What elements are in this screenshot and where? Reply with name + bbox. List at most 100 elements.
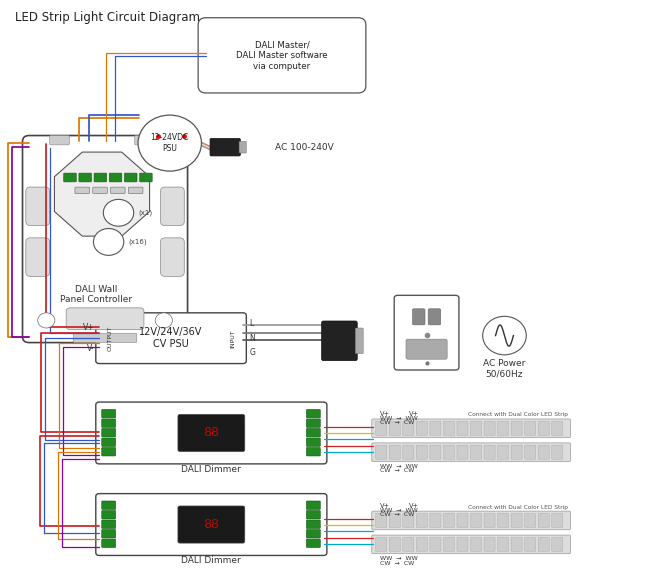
FancyBboxPatch shape <box>111 187 125 193</box>
FancyBboxPatch shape <box>372 511 570 530</box>
Text: V+: V+ <box>83 323 95 332</box>
FancyBboxPatch shape <box>552 421 563 435</box>
FancyBboxPatch shape <box>95 313 247 363</box>
FancyBboxPatch shape <box>403 445 414 459</box>
FancyBboxPatch shape <box>101 530 115 538</box>
FancyBboxPatch shape <box>26 187 50 226</box>
Text: L: L <box>250 319 254 328</box>
FancyBboxPatch shape <box>306 530 320 538</box>
FancyBboxPatch shape <box>524 445 536 459</box>
FancyBboxPatch shape <box>444 445 454 459</box>
FancyBboxPatch shape <box>430 537 441 551</box>
FancyBboxPatch shape <box>403 537 414 551</box>
FancyBboxPatch shape <box>444 421 454 435</box>
Text: V-: V- <box>87 344 95 353</box>
FancyBboxPatch shape <box>101 510 115 519</box>
FancyBboxPatch shape <box>412 309 425 325</box>
FancyBboxPatch shape <box>306 419 320 427</box>
FancyBboxPatch shape <box>101 428 115 437</box>
Text: INPUT: INPUT <box>230 329 235 347</box>
FancyBboxPatch shape <box>416 421 428 435</box>
FancyBboxPatch shape <box>389 445 400 459</box>
FancyBboxPatch shape <box>372 443 570 462</box>
FancyBboxPatch shape <box>178 414 245 452</box>
FancyBboxPatch shape <box>50 135 70 145</box>
FancyBboxPatch shape <box>538 445 549 459</box>
FancyBboxPatch shape <box>416 445 428 459</box>
FancyBboxPatch shape <box>101 520 115 529</box>
FancyBboxPatch shape <box>376 445 387 459</box>
FancyBboxPatch shape <box>538 421 549 435</box>
Text: CW  →  CW: CW → CW <box>380 512 414 517</box>
Circle shape <box>483 316 526 355</box>
FancyBboxPatch shape <box>389 421 400 435</box>
FancyBboxPatch shape <box>372 535 570 554</box>
FancyBboxPatch shape <box>524 421 536 435</box>
FancyBboxPatch shape <box>306 410 320 418</box>
FancyBboxPatch shape <box>355 328 363 354</box>
FancyBboxPatch shape <box>26 238 50 277</box>
FancyBboxPatch shape <box>140 173 152 182</box>
Text: OUTPUT: OUTPUT <box>107 325 112 351</box>
Circle shape <box>138 115 202 171</box>
FancyBboxPatch shape <box>497 537 509 551</box>
Text: WW  →  WW: WW → WW <box>380 508 418 513</box>
FancyBboxPatch shape <box>376 537 387 551</box>
FancyBboxPatch shape <box>64 173 76 182</box>
FancyBboxPatch shape <box>511 537 522 551</box>
FancyBboxPatch shape <box>23 135 188 343</box>
FancyBboxPatch shape <box>389 537 400 551</box>
FancyBboxPatch shape <box>66 308 144 329</box>
FancyBboxPatch shape <box>101 419 115 427</box>
FancyBboxPatch shape <box>497 421 509 435</box>
FancyBboxPatch shape <box>306 510 320 519</box>
FancyBboxPatch shape <box>94 173 107 182</box>
FancyBboxPatch shape <box>457 513 468 527</box>
Text: N: N <box>250 333 255 343</box>
FancyBboxPatch shape <box>457 537 468 551</box>
Circle shape <box>93 229 124 255</box>
FancyBboxPatch shape <box>109 173 122 182</box>
FancyBboxPatch shape <box>210 138 241 156</box>
Text: 12V/24V/36V
CV PSU: 12V/24V/36V CV PSU <box>139 328 203 349</box>
FancyBboxPatch shape <box>306 501 320 509</box>
Text: DALI Wall
Panel Controller: DALI Wall Panel Controller <box>60 285 132 305</box>
Text: WW  →  WW: WW → WW <box>380 416 418 421</box>
FancyBboxPatch shape <box>538 513 549 527</box>
Text: 88: 88 <box>204 427 219 440</box>
FancyBboxPatch shape <box>457 445 468 459</box>
FancyBboxPatch shape <box>160 187 184 226</box>
FancyBboxPatch shape <box>74 333 137 343</box>
FancyBboxPatch shape <box>552 537 563 551</box>
Text: (x1): (x1) <box>139 210 152 216</box>
Text: (x16): (x16) <box>129 239 147 245</box>
FancyBboxPatch shape <box>101 539 115 547</box>
FancyBboxPatch shape <box>552 445 563 459</box>
FancyBboxPatch shape <box>306 448 320 456</box>
FancyBboxPatch shape <box>376 421 387 435</box>
FancyBboxPatch shape <box>524 537 536 551</box>
Circle shape <box>38 313 55 328</box>
Text: LED Strip Light Circuit Diagram: LED Strip Light Circuit Diagram <box>15 11 200 24</box>
FancyBboxPatch shape <box>497 445 509 459</box>
FancyBboxPatch shape <box>376 513 387 527</box>
FancyBboxPatch shape <box>444 513 454 527</box>
Text: 12-24VDC
PSU: 12-24VDC PSU <box>151 134 189 153</box>
Text: WW  →  WW: WW → WW <box>380 557 418 561</box>
FancyBboxPatch shape <box>75 187 90 193</box>
FancyBboxPatch shape <box>484 537 495 551</box>
FancyBboxPatch shape <box>430 421 441 435</box>
FancyBboxPatch shape <box>95 402 327 464</box>
FancyBboxPatch shape <box>135 135 154 145</box>
Text: 88: 88 <box>204 518 219 531</box>
FancyBboxPatch shape <box>430 445 441 459</box>
FancyBboxPatch shape <box>306 539 320 547</box>
FancyBboxPatch shape <box>101 501 115 509</box>
Text: V+: V+ <box>380 411 390 417</box>
Text: DALI Dimmer: DALI Dimmer <box>182 556 241 565</box>
FancyBboxPatch shape <box>389 513 400 527</box>
FancyBboxPatch shape <box>416 513 428 527</box>
Text: DALI Master/
DALI Master software
via computer: DALI Master/ DALI Master software via co… <box>236 41 328 70</box>
FancyBboxPatch shape <box>79 173 91 182</box>
FancyBboxPatch shape <box>428 309 441 325</box>
